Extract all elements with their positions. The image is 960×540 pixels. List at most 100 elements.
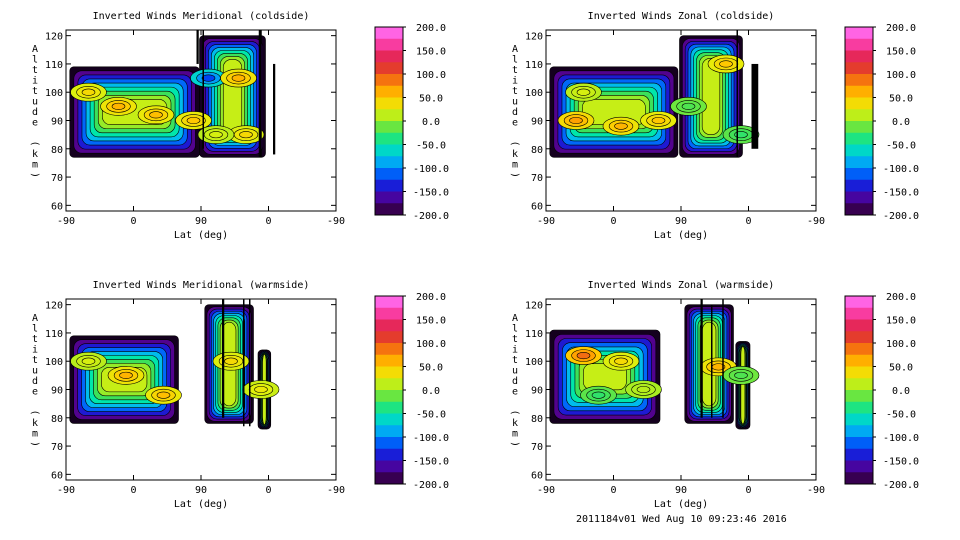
footer-timestamp: 2011184v01 Wed Aug 10 09:23:46 2016 xyxy=(576,514,787,525)
colorbar-band xyxy=(845,437,873,450)
colorbar-tick-label: 50.0 xyxy=(889,94,913,105)
y-tick-label: 90 xyxy=(51,117,63,128)
colorbar-tick-label: 100.0 xyxy=(886,339,916,350)
contour-field xyxy=(549,30,760,158)
x-tick-label: 0 xyxy=(745,216,751,227)
contour-band xyxy=(701,58,721,135)
contour-blob xyxy=(614,357,628,365)
colorbar-band xyxy=(375,425,403,438)
x-axis-label: Lat (deg) xyxy=(174,230,228,241)
colorbar-band xyxy=(375,296,403,309)
y-tick-label: 110 xyxy=(525,60,543,71)
panel-1: Inverted Winds Meridional (coldside) -90 0… xyxy=(29,11,449,241)
colorbar-tick-label: -100.0 xyxy=(883,164,919,175)
colorbar-tick-label: -150.0 xyxy=(883,457,919,468)
y-tick-label: 70 xyxy=(531,442,543,453)
colorbar: 200.0 150.0 100.0 50.0 0.0 -50.0 -100.0 -150.0 -… xyxy=(844,292,919,491)
y-axis-label-char: ) xyxy=(29,441,40,447)
y-tick-label: 110 xyxy=(45,60,63,71)
data-gap-bar xyxy=(202,30,204,149)
data-gap-bar xyxy=(273,63,276,155)
y-axis-label-char: u xyxy=(512,366,518,377)
colorbar-band xyxy=(375,144,403,157)
x-tick-label: 0 xyxy=(130,485,136,496)
data-gap-bar xyxy=(711,304,713,418)
y-axis-label-char: u xyxy=(512,97,518,108)
panel-title: Inverted Winds Meridional (coldside) xyxy=(93,11,310,22)
colorbar-band xyxy=(845,307,873,320)
colorbar-band xyxy=(845,179,873,192)
colorbar-band xyxy=(845,27,873,40)
colorbar-band xyxy=(845,74,873,87)
colorbar-tick-label: 150.0 xyxy=(886,47,916,58)
colorbar-band xyxy=(845,85,873,98)
y-axis-label-char: d xyxy=(32,107,38,118)
y-axis-label-char: k xyxy=(32,149,38,160)
colorbar-tick-label: -150.0 xyxy=(883,188,919,199)
y-axis-label-char: e xyxy=(32,387,38,398)
contour-blob xyxy=(576,352,591,360)
colorbar-band xyxy=(845,109,873,122)
colorbar-band xyxy=(375,354,403,367)
y-tick-label: 70 xyxy=(51,442,63,453)
y-axis-label-char: t xyxy=(512,334,518,345)
panel-title: Inverted Winds Meridional (warmside) xyxy=(93,280,310,291)
colorbar-band xyxy=(845,50,873,63)
data-gap-bar xyxy=(243,299,245,427)
colorbar-band xyxy=(845,413,873,426)
contour-blob xyxy=(239,131,253,139)
colorbar-band xyxy=(375,74,403,87)
x-tick-label: 0 xyxy=(745,485,751,496)
x-tick-label: 0 xyxy=(610,216,616,227)
panel-2: Inverted Winds Zonal (coldside) -90 0 90 0 -9… xyxy=(509,11,919,241)
contour-blob xyxy=(734,371,748,379)
x-tick-label: -90 xyxy=(327,485,345,496)
y-axis-label-char: e xyxy=(512,387,518,398)
colorbar-band xyxy=(375,179,403,192)
y-tick-label: 90 xyxy=(51,386,63,397)
x-tick-label: 0 xyxy=(265,485,271,496)
contour-blob xyxy=(209,131,223,139)
colorbar-tick-label: 200.0 xyxy=(416,292,446,303)
y-axis-label-char: A xyxy=(32,313,38,324)
y-axis-label-char: t xyxy=(32,355,38,366)
x-axis-label: Lat (deg) xyxy=(654,230,708,241)
colorbar: 200.0 150.0 100.0 50.0 0.0 -50.0 -100.0 -150.0 -… xyxy=(844,23,919,222)
x-tick-label: 90 xyxy=(675,485,687,496)
y-axis-label-char: ) xyxy=(29,172,40,178)
x-tick-label: 0 xyxy=(265,216,271,227)
panel-3: Inverted Winds Meridional (warmside) -90 0… xyxy=(29,280,449,510)
colorbar-band xyxy=(375,331,403,344)
y-axis-label-char: i xyxy=(512,76,518,87)
y-axis-label-char: k xyxy=(512,149,518,160)
colorbar-band xyxy=(845,191,873,204)
y-axis-label-char: ) xyxy=(509,172,520,178)
colorbar-band xyxy=(845,121,873,134)
colorbar-band xyxy=(845,472,873,485)
y-axis-label-char: i xyxy=(32,345,38,356)
colorbar-tick-label: -100.0 xyxy=(883,433,919,444)
contour-blob xyxy=(231,74,246,82)
x-axis-label: Lat (deg) xyxy=(654,499,708,510)
y-axis-label-char: l xyxy=(512,324,518,335)
y-tick-label: 100 xyxy=(45,88,63,99)
colorbar-band xyxy=(375,378,403,391)
colorbar-band xyxy=(845,62,873,75)
y-tick-label: 100 xyxy=(525,88,543,99)
y-axis-label-char: ( xyxy=(509,409,520,415)
colorbar-band xyxy=(375,168,403,181)
colorbar-band xyxy=(845,460,873,473)
x-tick-label: -90 xyxy=(537,485,555,496)
colorbar-tick-label: 100.0 xyxy=(886,70,916,81)
colorbar-tick-label: 150.0 xyxy=(416,316,446,327)
colorbar-tick-label: 50.0 xyxy=(419,363,443,374)
colorbar-band xyxy=(845,156,873,169)
y-tick-label: 70 xyxy=(51,173,63,184)
y-axis-label-char: ( xyxy=(509,140,520,146)
colorbar-tick-label: 150.0 xyxy=(886,316,916,327)
colorbar-band xyxy=(375,448,403,461)
contour-blob xyxy=(569,116,583,125)
data-gap-bar xyxy=(222,299,225,418)
y-axis-label-char: d xyxy=(512,376,518,387)
y-axis-label-char: i xyxy=(512,345,518,356)
